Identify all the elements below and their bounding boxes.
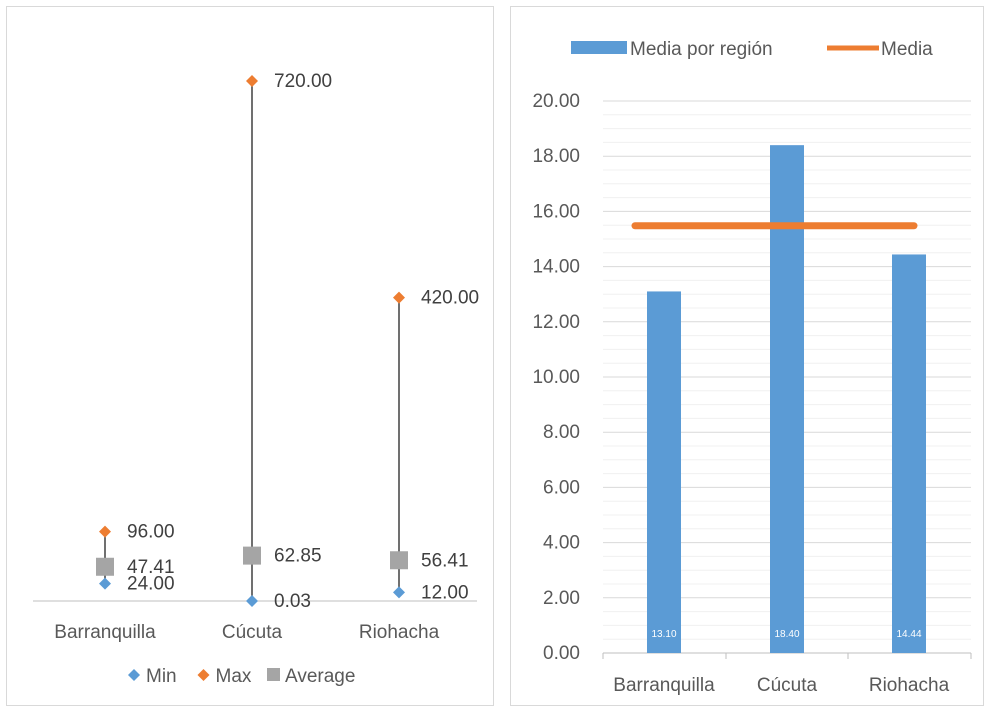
y-tick-label: 2.00	[543, 588, 580, 609]
y-tick-label: 16.00	[532, 201, 580, 222]
average-data-label: 56.41	[421, 550, 469, 571]
max-marker	[393, 291, 405, 304]
bar-data-label: 18.40	[774, 629, 799, 640]
average-data-label: 62.85	[274, 546, 322, 567]
legend-swatch	[128, 669, 140, 681]
bar	[892, 254, 926, 653]
y-tick-label: 18.00	[532, 146, 580, 167]
average-marker	[243, 546, 261, 565]
min-max-average-chart: 24.00 0.03 12.00 96.00 720.00 420.00 47.41 62.8…	[33, 71, 479, 687]
min-marker	[99, 577, 111, 590]
legend-label: Min	[146, 666, 177, 687]
min-max-average-chart-panel: 24.00 0.03 12.00 96.00 720.00 420.00 47.41 62.8…	[6, 6, 494, 706]
x-tick-label: Riohacha	[359, 622, 440, 643]
max-data-label: 720.00	[274, 71, 332, 92]
min-data-label: 0.03	[274, 591, 311, 612]
x-tick-label: Riohacha	[869, 675, 950, 696]
x-tick-label: Barranquilla	[54, 622, 156, 643]
bar	[647, 291, 681, 653]
legend-swatch	[197, 669, 210, 681]
min-data-label: 12.00	[421, 582, 469, 603]
min-marker	[393, 586, 405, 599]
max-data-label: 420.00	[421, 288, 479, 309]
legend-label: Media	[881, 39, 933, 60]
max-data-label: 96.00	[127, 522, 175, 543]
legend-swatch	[267, 668, 280, 681]
legend-label: Media por región	[630, 39, 773, 60]
bar-data-label: 13.10	[651, 629, 676, 640]
max-marker	[246, 75, 258, 87]
regional-mean-chart: 0.00 2.00 4.00 6.00 8.00 10.00 12.00 14.00 16.00…	[532, 39, 972, 696]
y-tick-label: 0.00	[543, 643, 580, 664]
y-tick-label: 4.00	[543, 533, 580, 554]
y-tick-label: 12.00	[532, 312, 580, 333]
y-tick-label: 20.00	[532, 91, 580, 112]
bar	[770, 145, 804, 653]
bar-data-label: 14.44	[896, 629, 921, 640]
legend-label: Max	[216, 666, 252, 687]
average-marker	[390, 551, 408, 570]
x-tick-label: Cúcuta	[222, 622, 283, 643]
y-tick-label: 6.00	[543, 477, 580, 498]
legend-swatch	[571, 41, 627, 54]
max-marker	[99, 525, 111, 538]
x-tick-label: Cúcuta	[757, 675, 818, 696]
y-tick-label: 14.00	[532, 257, 580, 278]
y-tick-label: 8.00	[543, 422, 580, 443]
regional-mean-chart-panel: 0.00 2.00 4.00 6.00 8.00 10.00 12.00 14.00 16.00…	[510, 6, 984, 706]
x-tick-label: Barranquilla	[613, 675, 715, 696]
legend-label: Average	[285, 666, 355, 687]
min-data-label: 24.00	[127, 574, 175, 595]
y-tick-label: 10.00	[532, 367, 580, 388]
average-data-label: 47.41	[127, 557, 175, 578]
min-marker	[246, 594, 258, 607]
average-marker	[96, 557, 114, 576]
